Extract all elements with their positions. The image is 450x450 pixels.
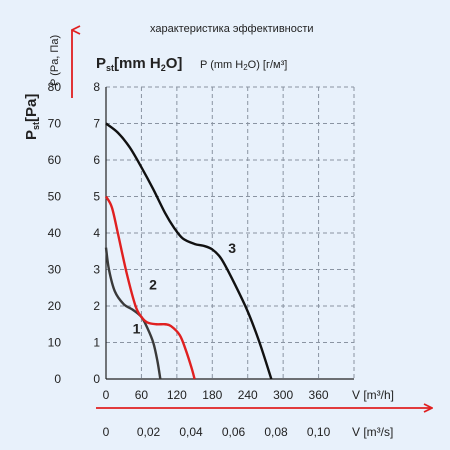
header-label-main: P	[96, 55, 106, 72]
y-tick-label-mm: 1	[93, 336, 100, 350]
y-tick-label-mm: 3	[93, 263, 100, 277]
left-label-sub: st	[31, 122, 41, 130]
curves	[104, 122, 273, 380]
y-tick-label-pa: 70	[48, 117, 62, 131]
svg-text:Pst[Pa]: Pst[Pa]	[23, 94, 41, 140]
left-label-unit: [Pa]	[23, 94, 40, 122]
svg-text:Pst[mm H2O]: Pst[mm H2O]	[96, 55, 182, 73]
x-tick-label-m3s: 0,04	[179, 425, 203, 439]
curve-labels: 1 2 3	[133, 240, 237, 336]
y-tick-label-mm: 8	[93, 80, 100, 94]
y-tick-label-pa: 80	[48, 80, 62, 94]
x-tick-label-m3h: 0	[103, 388, 110, 402]
curve-label-3: 3	[228, 240, 236, 256]
y-tick-label-mm: 0	[93, 372, 100, 386]
header-alt-text: P (mm H	[200, 59, 243, 71]
header-label-unit: [mm H	[114, 55, 161, 72]
y-tick-label-mm: 6	[93, 153, 100, 167]
header-label-unit-end: O]	[166, 55, 183, 72]
right-axis-header: Pst[mm H2O] P (mm H2O) [г/м³]	[96, 55, 287, 73]
header-label-sub2: 2	[161, 63, 166, 73]
y-tick-label-mm: 2	[93, 299, 100, 313]
y-tick-label-mm: 5	[93, 190, 100, 204]
header-alt-sub: 2	[243, 63, 248, 72]
y-tick-label-pa: 50	[48, 190, 62, 204]
x-tick-label-m3s: 0,10	[307, 425, 331, 439]
curve-3	[105, 122, 273, 380]
x-tick-label-m3h: 120	[167, 388, 187, 402]
x-tick-label-m3h: 180	[202, 388, 222, 402]
y-tick-label-mm: 7	[93, 117, 100, 131]
y-tick-label-pa: 60	[48, 153, 62, 167]
x-tick-label-m3h: 360	[309, 388, 329, 402]
x-tick-label-m3s: 0,08	[264, 425, 288, 439]
chart-title: характеристика эффективности	[150, 23, 314, 35]
curve-label-1: 1	[133, 320, 141, 336]
y-tick-label-pa: 30	[48, 263, 62, 277]
left-axis-label: Pst[Pa] P (Pa, Па)	[23, 35, 61, 140]
y-tick-label-pa: 40	[48, 226, 62, 240]
x-tick-label-m3s: 0,06	[222, 425, 246, 439]
curve-label-2: 2	[149, 277, 157, 293]
y-tick-label-mm: 4	[93, 226, 100, 240]
header-label-sub: st	[106, 63, 114, 73]
axes	[105, 87, 354, 380]
x-tick-label-m3h: 300	[273, 388, 293, 402]
curve-1	[104, 247, 162, 380]
x-tick-label-m3h: 60	[135, 388, 149, 402]
top-axis-label: P (Pa, Па)	[49, 35, 61, 86]
y-tick-label-pa: 0	[54, 372, 61, 386]
svg-text:P (mm H2O) [г/м³]: P (mm H2O) [г/м³]	[200, 59, 287, 72]
left-label-main: P	[23, 130, 40, 140]
x-tick-label-m3s: 0	[103, 425, 110, 439]
y-tick-label-pa: 20	[48, 299, 62, 313]
x-axis-m3s-label: V [m³/s]	[352, 425, 393, 439]
x-axis-m3h-label: V [m³/h]	[352, 388, 394, 402]
x-tick-label-m3s: 0,02	[137, 425, 161, 439]
grid	[106, 86, 355, 379]
header-alt-end: O) [г/м³]	[248, 59, 288, 71]
y-tick-label-pa: 10	[48, 336, 62, 350]
curve-2	[104, 195, 196, 380]
x-tick-label-m3h: 240	[238, 388, 258, 402]
